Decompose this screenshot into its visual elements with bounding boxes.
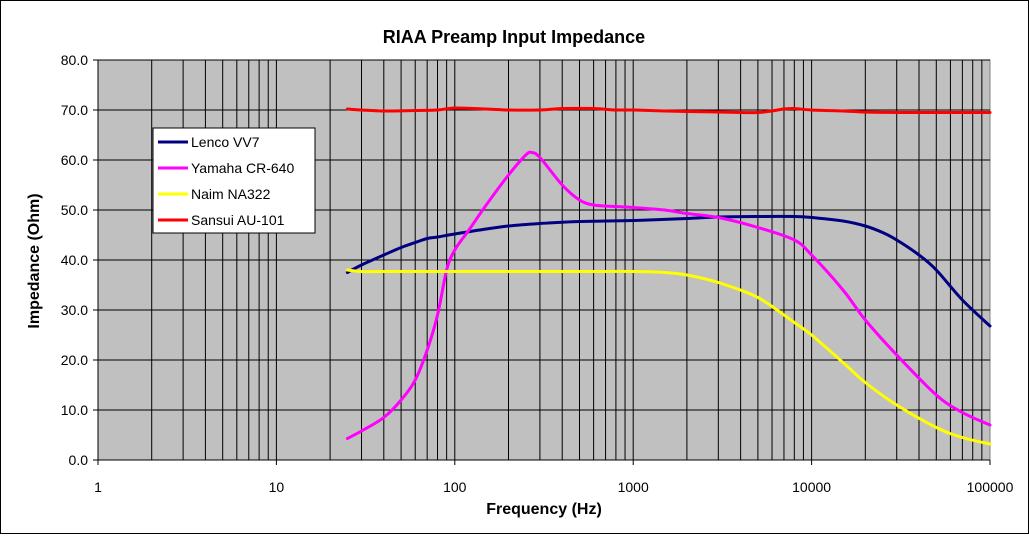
x-tick-label: 10 bbox=[269, 479, 285, 495]
y-tick-label: 80.0 bbox=[61, 52, 88, 68]
legend-label-lenco-vv7: Lenco VV7 bbox=[191, 134, 260, 150]
series-line-lenco-vv7 bbox=[345, 214, 992, 328]
legend-label-yamaha-cr-640: Yamaha CR-640 bbox=[191, 160, 294, 176]
y-tick-label: 50.0 bbox=[61, 202, 88, 218]
x-tick-label: 1000 bbox=[618, 479, 649, 495]
y-tick-label: 60.0 bbox=[61, 152, 88, 168]
chart-title: RIAA Preamp Input Impedance bbox=[383, 27, 645, 47]
x-tick-label: 10000 bbox=[792, 479, 831, 495]
legend-box bbox=[152, 127, 316, 234]
y-axis-title: Impedance (Ohm) bbox=[26, 193, 43, 328]
x-axis-title: Frequency (Hz) bbox=[486, 501, 602, 518]
y-tick-label: 40.0 bbox=[61, 252, 88, 268]
y-tick-label: 70.0 bbox=[61, 102, 88, 118]
series-line-yamaha-cr-640 bbox=[345, 150, 992, 440]
y-tick-label: 20.0 bbox=[61, 352, 88, 368]
legend: Lenco VV7 Yamaha CR-640 Naim NA322 Sansui A… bbox=[152, 127, 316, 234]
series-line-sansui-au-101 bbox=[345, 106, 992, 115]
y-tick-label: 30.0 bbox=[61, 302, 88, 318]
y-tick-label: 0.0 bbox=[69, 452, 89, 468]
x-tick-label: 100000 bbox=[967, 479, 1014, 495]
y-tick-label: 10.0 bbox=[61, 402, 88, 418]
axes: 0.0 10.0 20.0 30.0 40.0 50.0 60.0 70.0 80.0 1 10 10… bbox=[61, 52, 1014, 495]
series-line-naim-na322 bbox=[345, 268, 992, 446]
series-lines bbox=[345, 106, 992, 446]
x-tick-label: 100 bbox=[443, 479, 467, 495]
legend-label-sansui-au-101: Sansui AU-101 bbox=[191, 212, 285, 228]
x-tick-label: 1 bbox=[94, 479, 102, 495]
legend-label-naim-na322: Naim NA322 bbox=[191, 186, 271, 202]
